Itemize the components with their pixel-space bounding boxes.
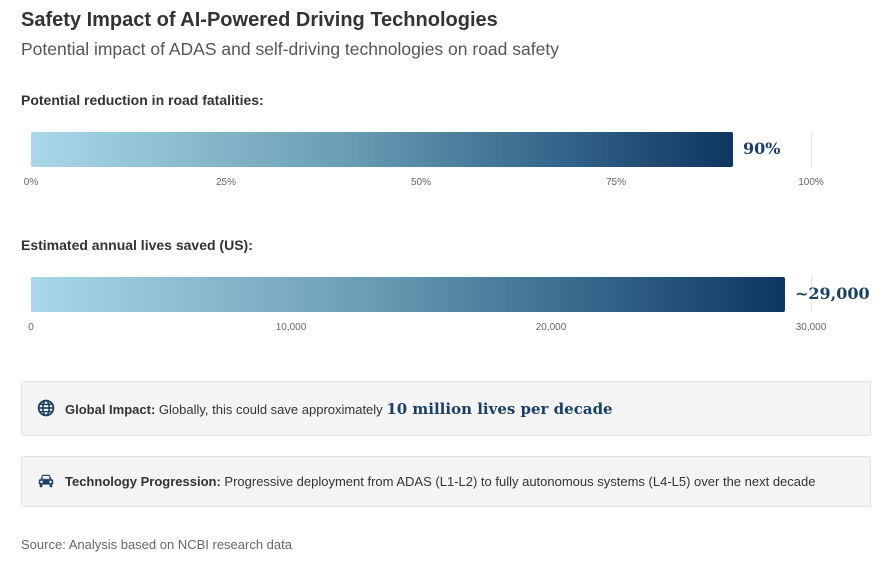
technology-progression-text: Technology Progression: Progressive depl… [65,474,815,489]
tick-label: 0% [23,177,39,188]
source-note: Source: Analysis based on NCBI research … [21,537,292,552]
fatalities-section-label: Potential reduction in road fatalities: [21,92,264,108]
fatalities-bar [31,132,733,167]
tick-label: 0 [28,322,34,333]
fatalities-axis-ticks: 0% 25% 50% 75% 100% [24,177,824,191]
technology-progression-label: Technology Progression: [65,474,221,489]
global-impact-highlight: 10 million lives per decade [386,400,613,418]
tick-label: 75% [605,177,627,188]
technology-progression-box: Technology Progression: Progressive depl… [21,456,871,507]
fatalities-bar-track: 90% [31,132,812,167]
fatalities-value-label: 90% [743,139,781,158]
technology-progression-description: Progressive deployment from ADAS (L1-L2)… [224,474,816,489]
tick-label: 50% [410,177,432,188]
globe-icon [37,399,55,417]
tick-label: 25% [215,177,237,188]
tick-label: 30,000 [795,322,827,333]
tick-label: 20,000 [535,322,567,333]
global-impact-box: Global Impact: Globally, this could save… [21,381,871,436]
global-impact-label: Global Impact: [65,402,156,417]
lives-end-line [811,277,812,312]
global-impact-description: Globally, this could save approximately [158,402,383,417]
chart-subtitle: Potential impact of ADAS and self-drivin… [21,39,559,59]
tick-label: 100% [798,177,824,188]
lives-bar [31,277,785,312]
global-impact-text: Global Impact: Globally, this could save… [65,400,613,418]
fatalities-end-line [811,132,812,167]
lives-section-label: Estimated annual lives saved (US): [21,237,253,253]
chart-title: Safety Impact of AI-Powered Driving Tech… [21,9,498,31]
car-icon [38,474,54,488]
lives-value-label: ~29,000 [795,284,870,303]
lives-axis-ticks: 0 10,000 20,000 30,000 [28,322,826,336]
tick-label: 10,000 [275,322,307,333]
lives-bar-track: ~29,000 [31,277,870,312]
